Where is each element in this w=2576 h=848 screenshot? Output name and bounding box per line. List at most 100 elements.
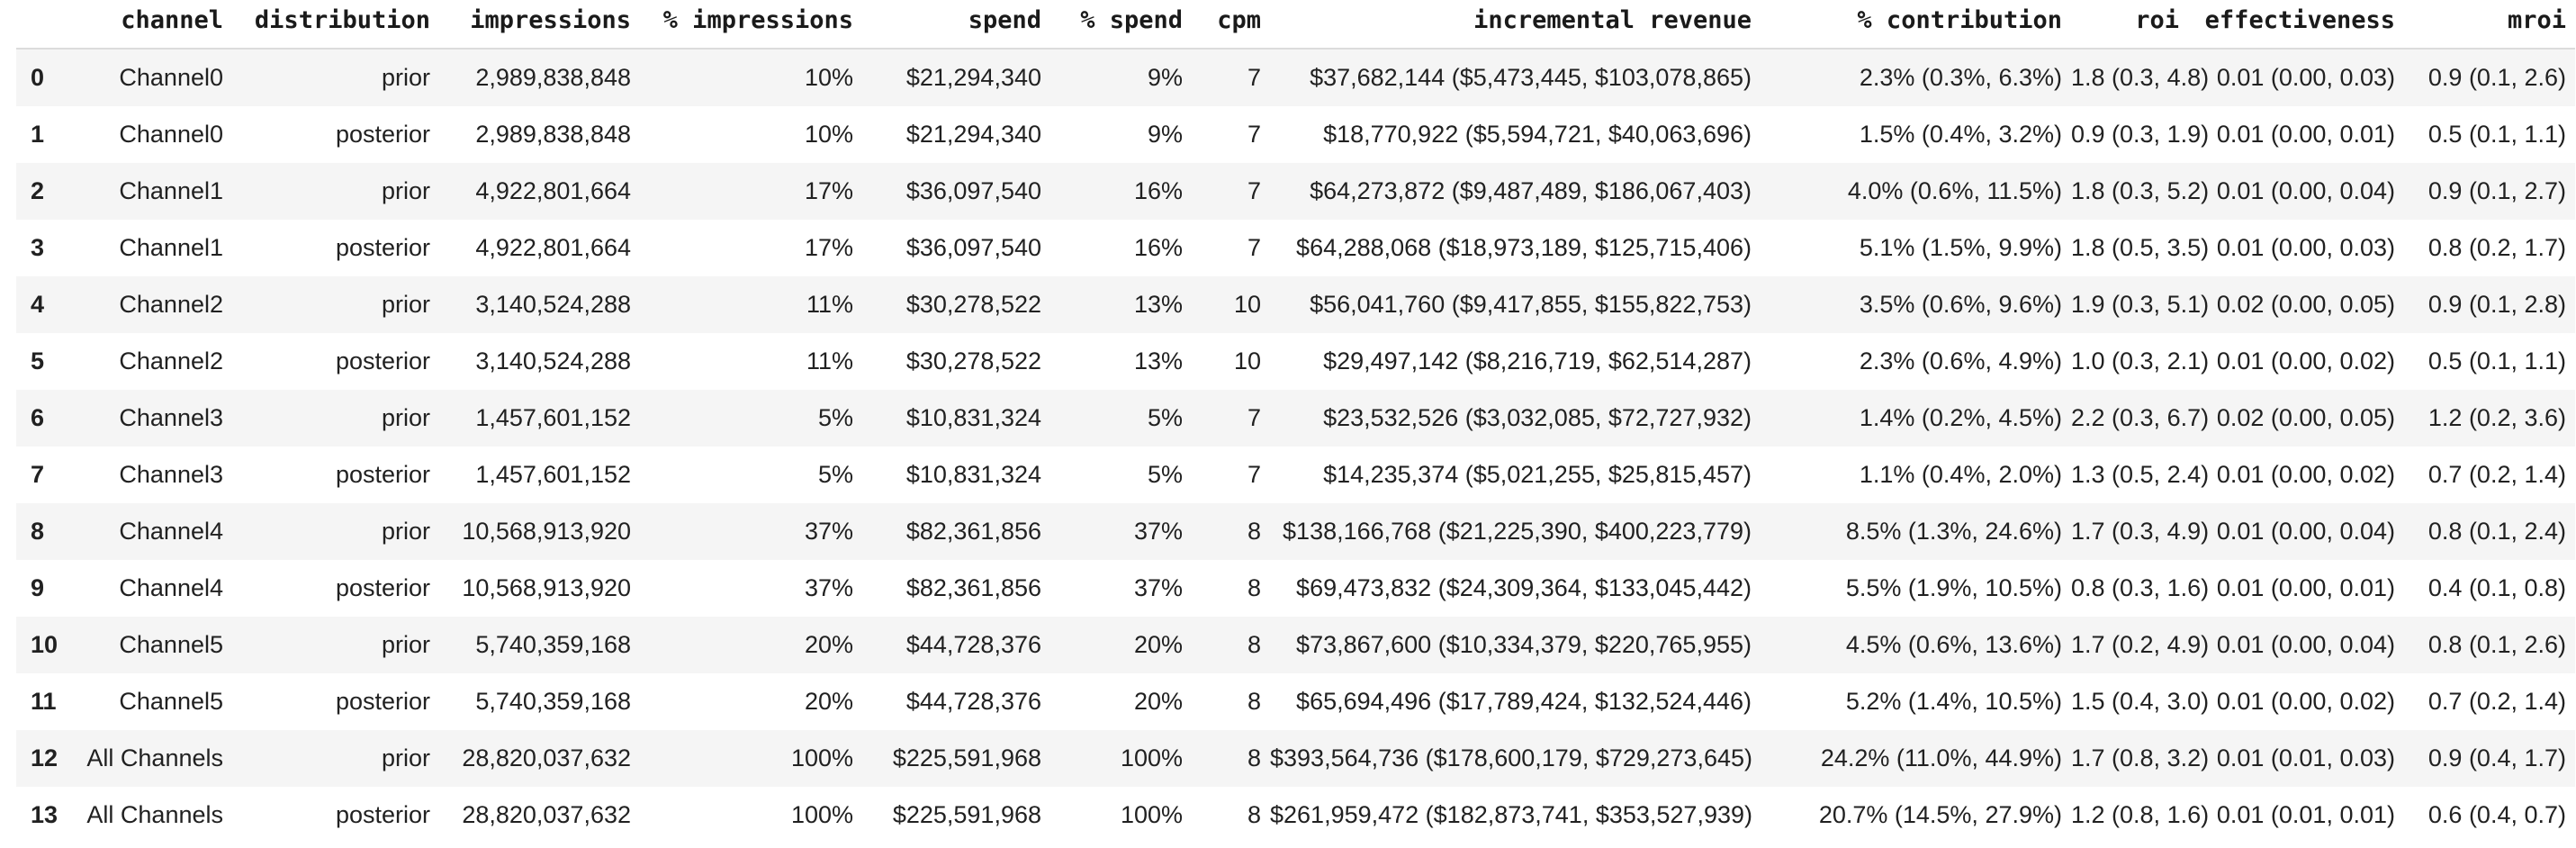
column-header-pct-contribution: % contribution — [1761, 0, 2071, 50]
cell-channel: Channel1 — [119, 234, 223, 261]
cell-pct-contribution: 1.5% (0.4%, 3.2%) — [1859, 121, 2062, 148]
cell-mroi: 1.2 (0.2, 3.6) — [2427, 404, 2566, 431]
cell-distribution: prior — [381, 404, 430, 431]
cell-incremental-revenue: $261,959,472 ($182,873,741, $353,527,939… — [1270, 801, 1752, 828]
column-header-distribution: distribution — [232, 0, 439, 50]
cell-pct-spend: 37% — [1133, 518, 1183, 545]
cell-pct-contribution: 4.5% (0.6%, 13.6%) — [1845, 631, 2062, 658]
row-index: 4 — [31, 291, 45, 318]
row-index: 6 — [31, 404, 45, 431]
cell-impressions: 4,922,801,664 — [475, 234, 631, 261]
cell-incremental-revenue: $23,532,526 ($3,032,085, $72,727,932) — [1323, 404, 1752, 431]
cell-pct-impressions: 37% — [804, 574, 853, 601]
cell-pct-spend: 16% — [1133, 234, 1183, 261]
column-header-channel: channel — [61, 0, 232, 50]
column-header-mroi: mroi — [2404, 0, 2575, 50]
cell-impressions: 28,820,037,632 — [462, 744, 631, 771]
cell-channel: Channel4 — [119, 574, 223, 601]
cell-channel: Channel1 — [119, 177, 223, 204]
cell-mroi: 0.7 (0.2, 1.4) — [2427, 461, 2566, 488]
cell-pct-contribution: 4.0% (0.6%, 11.5%) — [1847, 177, 2062, 204]
cell-mroi: 0.8 (0.1, 2.6) — [2427, 631, 2566, 658]
cell-impressions: 2,989,838,848 — [475, 64, 631, 91]
cell-roi: 1.7 (0.3, 4.9) — [2071, 518, 2210, 545]
column-header-spend: spend — [862, 0, 1050, 50]
column-header-impressions: impressions — [439, 0, 640, 50]
cell-pct-contribution: 1.1% (0.4%, 2.0%) — [1859, 461, 2062, 488]
cell-distribution: posterior — [335, 234, 430, 261]
cell-effectiveness: 0.01 (0.01, 0.03) — [2216, 744, 2395, 771]
channel-summary-table: channel distribution impressions % impre… — [16, 0, 2575, 843]
cell-pct-impressions: 17% — [804, 234, 853, 261]
cell-roi: 1.7 (0.8, 3.2) — [2071, 744, 2210, 771]
cell-channel: All Channels — [86, 744, 223, 771]
row-index: 11 — [31, 688, 57, 715]
table-row: 12 All Channels prior 28,820,037,632 100% $22… — [16, 730, 2575, 787]
cell-cpm: 7 — [1247, 404, 1261, 431]
cell-effectiveness: 0.01 (0.00, 0.01) — [2216, 121, 2395, 148]
cell-mroi: 0.5 (0.1, 1.1) — [2427, 121, 2566, 148]
cell-pct-contribution: 5.2% (1.4%, 10.5%) — [1845, 688, 2062, 715]
cell-impressions: 5,740,359,168 — [475, 631, 631, 658]
table-body: 0 Channel0 prior 2,989,838,848 10% $21,294,34… — [16, 49, 2575, 843]
cell-pct-spend: 37% — [1133, 574, 1183, 601]
cell-impressions: 1,457,601,152 — [475, 404, 631, 431]
cell-cpm: 7 — [1247, 121, 1261, 148]
cell-roi: 2.2 (0.3, 6.7) — [2071, 404, 2210, 431]
cell-channel: Channel3 — [119, 404, 223, 431]
cell-impressions: 10,568,913,920 — [462, 574, 631, 601]
cell-channel: Channel0 — [119, 121, 223, 148]
cell-distribution: prior — [381, 291, 430, 318]
table-row: 13 All Channels posterior 28,820,037,632 100… — [16, 787, 2575, 843]
cell-pct-contribution: 24.2% (11.0%, 44.9%) — [1820, 744, 2062, 771]
column-header-cpm: cpm — [1192, 0, 1270, 50]
cell-effectiveness: 0.02 (0.00, 0.05) — [2216, 404, 2395, 431]
cell-spend: $82,361,856 — [905, 574, 1041, 601]
cell-incremental-revenue: $37,682,144 ($5,473,445, $103,078,865) — [1310, 64, 1752, 91]
cell-mroi: 0.9 (0.1, 2.8) — [2427, 291, 2566, 318]
cell-distribution: posterior — [335, 461, 430, 488]
cell-pct-contribution: 20.7% (14.5%, 27.9%) — [1818, 801, 2062, 828]
cell-roi: 1.9 (0.3, 5.1) — [2071, 291, 2210, 318]
cell-mroi: 0.7 (0.2, 1.4) — [2427, 688, 2566, 715]
table-row: 9 Channel4 posterior 10,568,913,920 37% $82,3… — [16, 560, 2575, 617]
cell-impressions: 3,140,524,288 — [475, 347, 631, 374]
cell-impressions: 2,989,838,848 — [475, 121, 631, 148]
cell-effectiveness: 0.01 (0.00, 0.03) — [2216, 234, 2395, 261]
cell-distribution: posterior — [335, 801, 430, 828]
cell-channel: Channel5 — [119, 688, 223, 715]
cell-channel: Channel2 — [119, 347, 223, 374]
cell-roi: 1.5 (0.4, 3.0) — [2071, 688, 2210, 715]
cell-impressions: 1,457,601,152 — [475, 461, 631, 488]
cell-roi: 1.8 (0.3, 4.8) — [2071, 64, 2210, 91]
cell-cpm: 8 — [1247, 801, 1261, 828]
cell-incremental-revenue: $56,041,760 ($9,417,855, $155,822,753) — [1310, 291, 1752, 318]
cell-distribution: posterior — [335, 688, 430, 715]
cell-pct-impressions: 100% — [790, 744, 853, 771]
row-index: 5 — [31, 347, 45, 374]
table-row: 3 Channel1 posterior 4,922,801,664 17% $36,09… — [16, 220, 2575, 276]
cell-pct-impressions: 10% — [804, 64, 853, 91]
cell-cpm: 8 — [1247, 518, 1261, 545]
table-row: 4 Channel2 prior 3,140,524,288 11% $30,278,52… — [16, 276, 2575, 333]
cell-pct-contribution: 1.4% (0.2%, 4.5%) — [1859, 404, 2062, 431]
cell-impressions: 3,140,524,288 — [475, 291, 631, 318]
cell-pct-spend: 13% — [1133, 347, 1183, 374]
cell-effectiveness: 0.01 (0.00, 0.03) — [2216, 64, 2395, 91]
cell-spend: $44,728,376 — [905, 688, 1041, 715]
cell-pct-impressions: 5% — [817, 461, 853, 488]
table-row: 5 Channel2 posterior 3,140,524,288 11% $30,27… — [16, 333, 2575, 390]
table-row: 0 Channel0 prior 2,989,838,848 10% $21,294,34… — [16, 49, 2575, 106]
cell-distribution: prior — [381, 744, 430, 771]
cell-cpm: 8 — [1247, 744, 1261, 771]
cell-pct-spend: 5% — [1147, 404, 1183, 431]
cell-mroi: 0.9 (0.1, 2.6) — [2427, 64, 2566, 91]
cell-cpm: 8 — [1247, 631, 1261, 658]
cell-impressions: 5,740,359,168 — [475, 688, 631, 715]
cell-incremental-revenue: $65,694,496 ($17,789,424, $132,524,446) — [1296, 688, 1752, 715]
cell-pct-impressions: 5% — [817, 404, 853, 431]
header-row: channel distribution impressions % impre… — [16, 0, 2575, 50]
row-index: 10 — [31, 631, 59, 658]
cell-effectiveness: 0.01 (0.00, 0.04) — [2216, 631, 2395, 658]
column-header-roi: roi — [2071, 0, 2188, 50]
